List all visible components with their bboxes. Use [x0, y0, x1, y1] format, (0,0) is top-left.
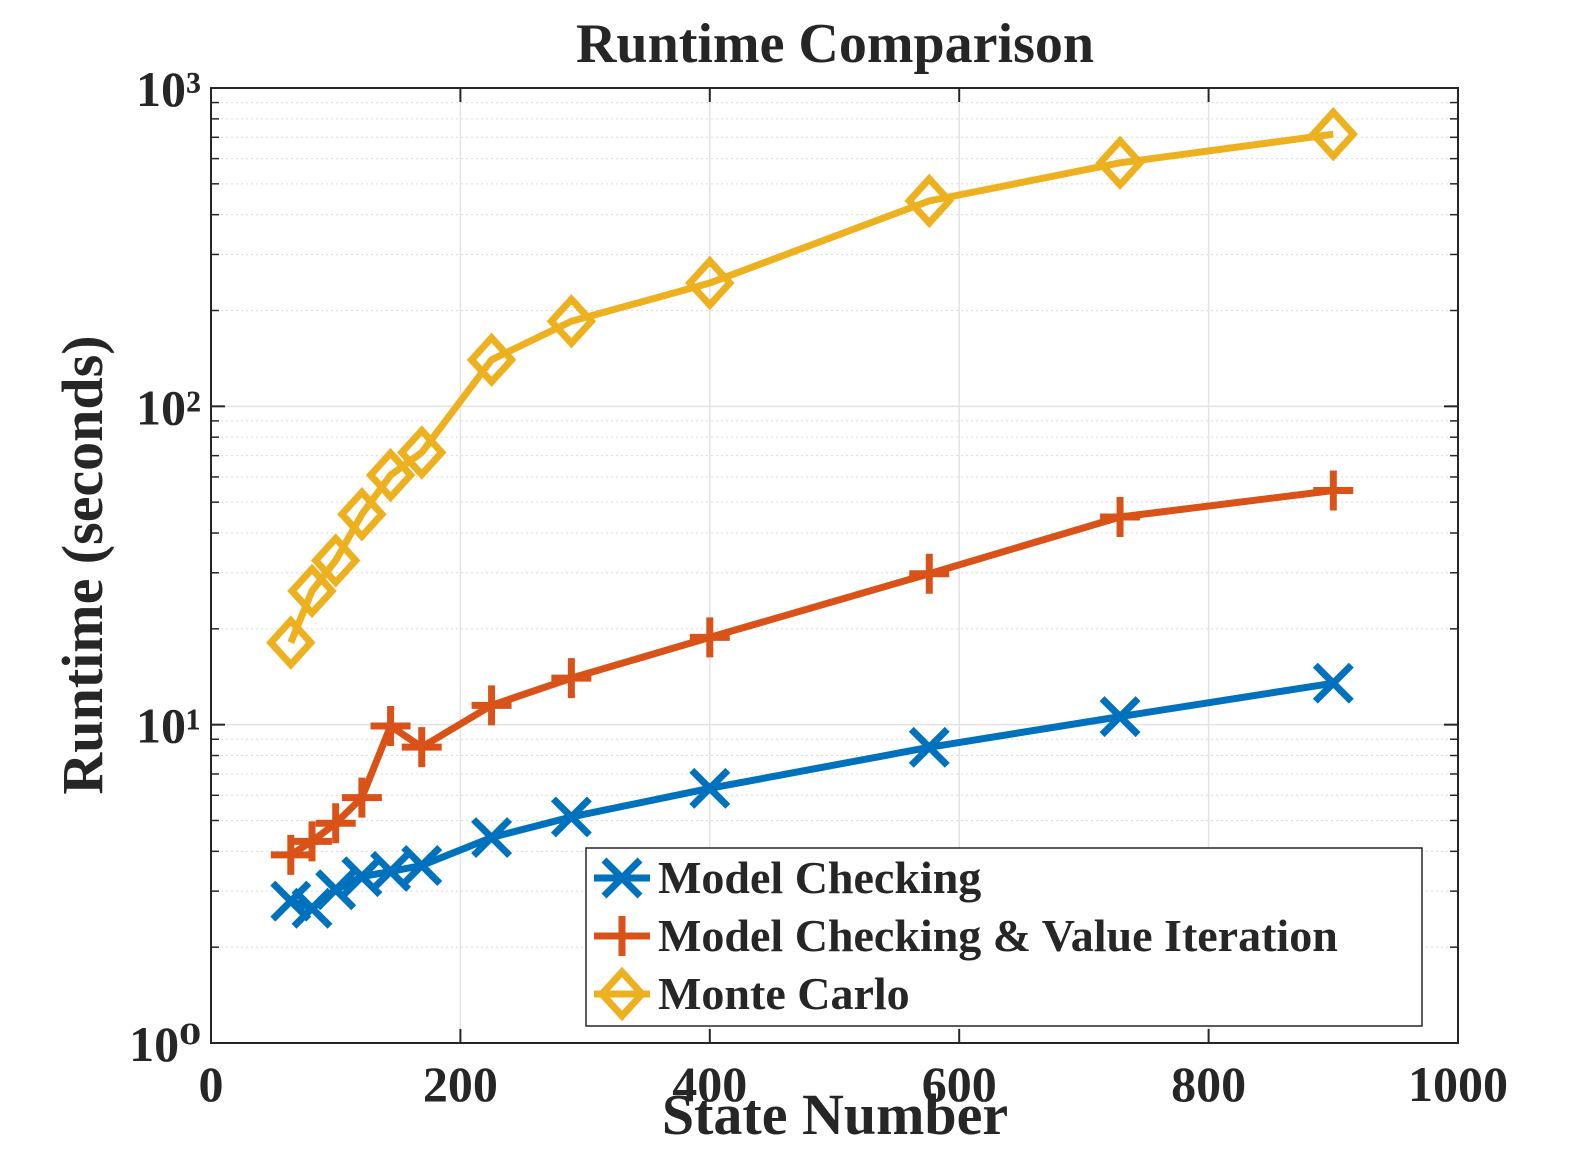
marker — [370, 706, 411, 747]
marker — [397, 425, 447, 480]
marker — [341, 777, 382, 818]
marker — [310, 533, 361, 588]
x-tick-label: 1000 — [1408, 1056, 1508, 1112]
marker — [315, 803, 356, 844]
marker — [550, 796, 592, 838]
y-axis-label: Runtime (seconds) — [50, 335, 115, 794]
marker — [266, 615, 316, 670]
marker — [909, 553, 950, 594]
marker — [401, 727, 442, 768]
legend-label: Monte Carlo — [658, 968, 910, 1019]
marker — [471, 817, 513, 859]
x-tick-label: 600 — [922, 1056, 997, 1112]
marker — [1095, 135, 1145, 191]
marker — [685, 255, 735, 311]
marker — [546, 294, 597, 349]
marker — [1313, 470, 1354, 511]
marker — [1308, 106, 1359, 162]
x-axis-label: State Number — [662, 1082, 1008, 1147]
y-tick-label: 10² — [136, 379, 201, 435]
marker — [315, 869, 357, 911]
marker — [597, 966, 647, 1022]
marker — [401, 845, 443, 887]
legend: Model Checking Model Checking & Value Ite… — [585, 847, 1423, 1027]
series-line — [287, 130, 1334, 644]
marker — [601, 857, 643, 899]
marker — [904, 173, 955, 229]
marker — [466, 332, 517, 388]
marker — [1099, 696, 1141, 738]
marker — [689, 767, 731, 809]
legend-label: Model Checking — [658, 852, 981, 903]
marker — [291, 887, 333, 929]
chart-title: Runtime Comparison — [576, 13, 1094, 75]
marker — [551, 658, 592, 699]
marker — [365, 447, 416, 503]
x-tick-label: 800 — [1171, 1056, 1246, 1112]
marker — [370, 850, 412, 892]
y-tick-label: 10⁰ — [129, 1016, 201, 1072]
x-tick-label: 200 — [423, 1056, 498, 1112]
marker — [287, 563, 337, 619]
marker — [602, 916, 642, 956]
legend-label: Model Checking & Value Iteration — [658, 910, 1338, 961]
marker — [1312, 662, 1354, 704]
y-tick-label: 10³ — [136, 61, 201, 117]
marker — [292, 821, 333, 862]
marker — [471, 685, 512, 726]
marker — [908, 726, 950, 768]
x-tick-label: 400 — [672, 1056, 747, 1112]
marker — [337, 487, 387, 542]
marker — [689, 617, 730, 658]
plot-frame — [210, 87, 1459, 1044]
x-tick-label: 0 — [199, 1056, 224, 1112]
marker — [1100, 497, 1141, 538]
y-tick-label: 10¹ — [136, 698, 201, 754]
legend-box — [585, 847, 1423, 1027]
marker — [270, 834, 311, 875]
